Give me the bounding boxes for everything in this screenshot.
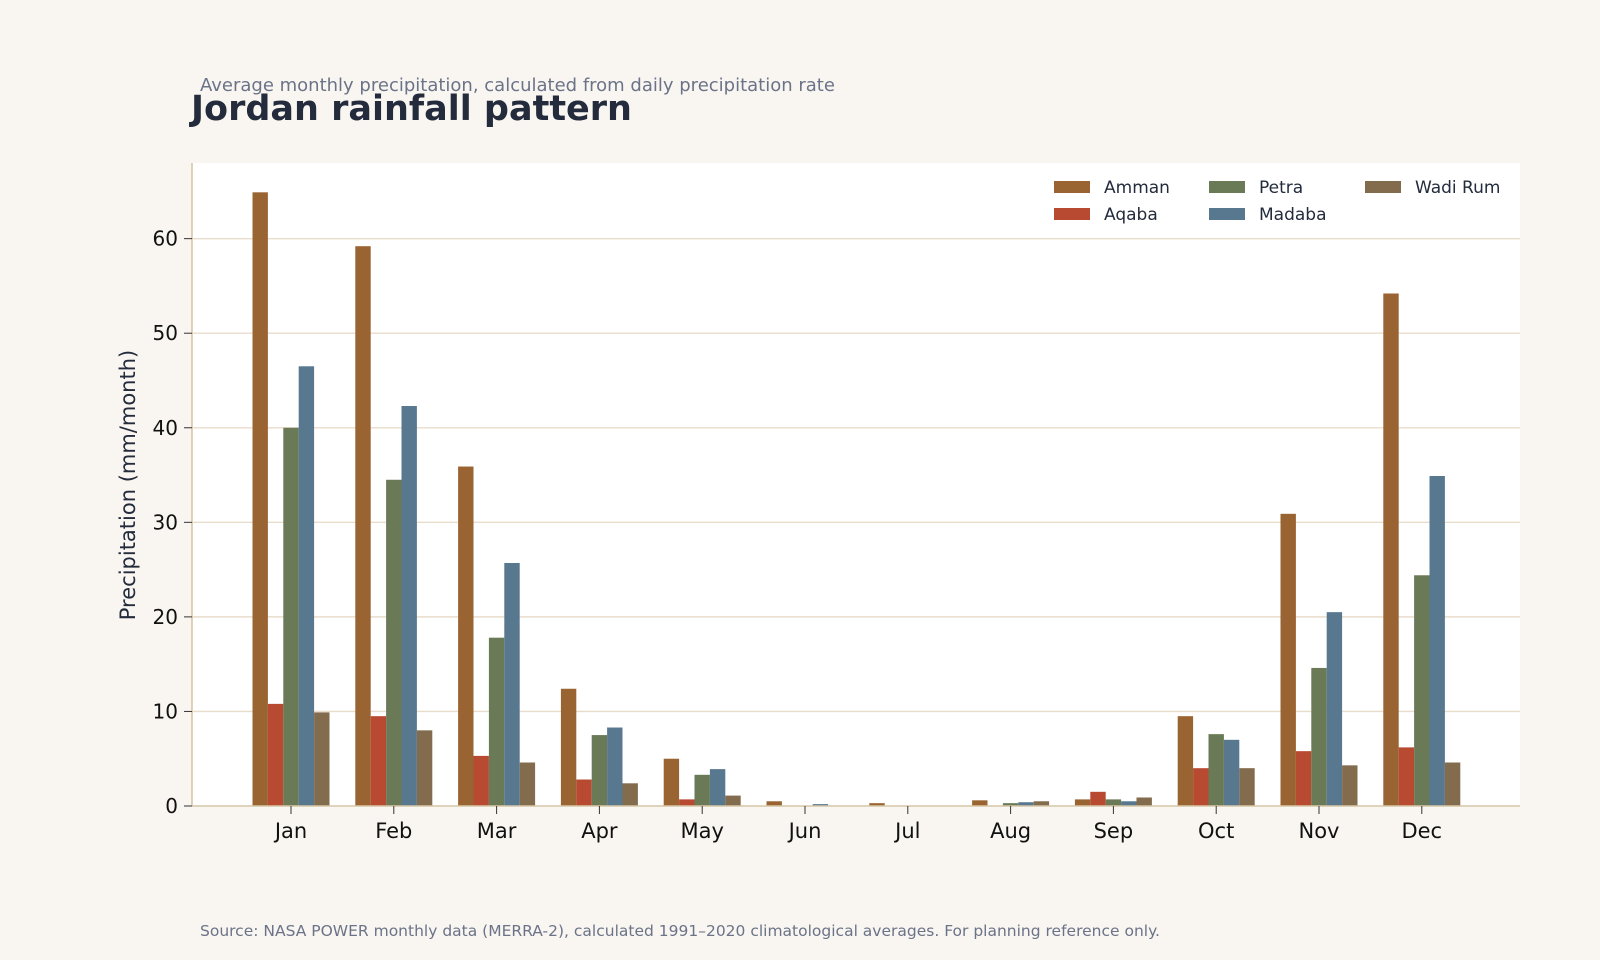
bar <box>560 688 577 806</box>
bar <box>725 795 741 806</box>
bar <box>1136 797 1152 806</box>
bar <box>1414 575 1430 806</box>
y-tick-label: 0 <box>165 794 178 818</box>
x-tick-label: Aug <box>990 819 1031 843</box>
bar <box>591 735 608 806</box>
bar <box>386 479 402 806</box>
bar <box>314 712 330 806</box>
x-tick-label: Nov <box>1299 819 1340 843</box>
bar <box>766 801 782 806</box>
bar <box>504 562 520 806</box>
bar <box>252 192 268 806</box>
bar <box>1208 734 1224 806</box>
y-tick-label: 10 <box>153 699 178 723</box>
bar <box>1033 801 1050 806</box>
bar <box>1429 475 1445 806</box>
bar <box>1105 799 1122 806</box>
x-tick-label: Jul <box>893 819 920 843</box>
legend-label[interactable]: Wadi Rum <box>1415 178 1500 198</box>
bar <box>1090 791 1106 806</box>
bar <box>267 703 284 806</box>
legend-label[interactable]: Madaba <box>1259 205 1327 225</box>
bar <box>1444 762 1461 806</box>
bar <box>1311 667 1327 806</box>
axes <box>191 163 1520 807</box>
bar <box>1002 803 1019 806</box>
x-tick-label: Mar <box>477 819 517 843</box>
y-axis-label: Precipitation (mm/month) <box>116 350 140 620</box>
bar <box>1177 716 1194 806</box>
bar <box>812 804 829 806</box>
x-tick-label: Jun <box>787 819 822 843</box>
legend-swatch <box>1054 181 1090 193</box>
legend-label[interactable]: Aqaba <box>1104 205 1158 225</box>
x-tick-label: Apr <box>581 819 618 843</box>
legend-label[interactable]: Amman <box>1104 178 1170 198</box>
y-tick-label: 30 <box>153 510 178 534</box>
bar <box>473 755 489 806</box>
bar <box>401 406 417 806</box>
x-tick-label: Oct <box>1198 819 1234 843</box>
bar <box>283 427 299 806</box>
bar <box>972 800 988 806</box>
y-tick-label: 20 <box>153 605 178 629</box>
bar <box>370 716 387 806</box>
source-note: Source: NASA POWER monthly data (MERRA-2… <box>200 922 1160 940</box>
bar <box>1193 768 1209 806</box>
bar <box>1342 765 1358 806</box>
x-tick-label: Dec <box>1401 819 1442 843</box>
bar <box>1326 612 1343 806</box>
legend[interactable]: Amman Aqaba Petra Madaba Wadi Rum <box>1054 178 1500 225</box>
bar <box>488 637 505 806</box>
legend-swatch <box>1365 181 1401 193</box>
bar <box>576 779 592 806</box>
bar <box>1398 747 1415 806</box>
bar <box>694 774 710 806</box>
bar <box>1223 739 1240 806</box>
bar <box>298 366 315 806</box>
chart-title: Jordan rainfall pattern <box>189 89 632 129</box>
y-tick-label: 60 <box>153 227 178 251</box>
legend-swatch <box>1209 181 1245 193</box>
bar <box>709 769 726 806</box>
y-tick-label: 50 <box>153 321 178 345</box>
bar <box>519 762 536 806</box>
x-tick-label: Jan <box>273 819 307 843</box>
tick-labels: 0 10 20 30 40 50 60 Jan Feb Mar Apr May Jun Jul Aug Sep… <box>153 227 1443 843</box>
bar <box>1295 751 1312 806</box>
legend-swatch <box>1209 208 1245 220</box>
y-tick-label: 40 <box>153 416 178 440</box>
bar <box>1383 293 1399 806</box>
legend-label[interactable]: Petra <box>1259 178 1303 198</box>
bar <box>869 803 885 806</box>
chart-subtitle: Average monthly precipitation, calculate… <box>200 75 835 96</box>
bar <box>663 758 680 806</box>
legend-swatch <box>1054 208 1090 220</box>
bar <box>355 246 371 806</box>
x-tick-label: May <box>680 819 723 843</box>
bar <box>607 727 623 806</box>
bar <box>458 466 474 806</box>
x-tick-label: Feb <box>375 819 412 843</box>
bar <box>1239 768 1255 806</box>
bar <box>1018 802 1034 806</box>
bar <box>416 730 433 806</box>
bar <box>679 799 695 806</box>
x-tick-label: Sep <box>1094 819 1134 843</box>
bar <box>1280 513 1296 806</box>
bars <box>252 192 1461 806</box>
bar <box>1121 801 1137 806</box>
bar <box>622 783 638 806</box>
bar <box>1074 799 1091 806</box>
